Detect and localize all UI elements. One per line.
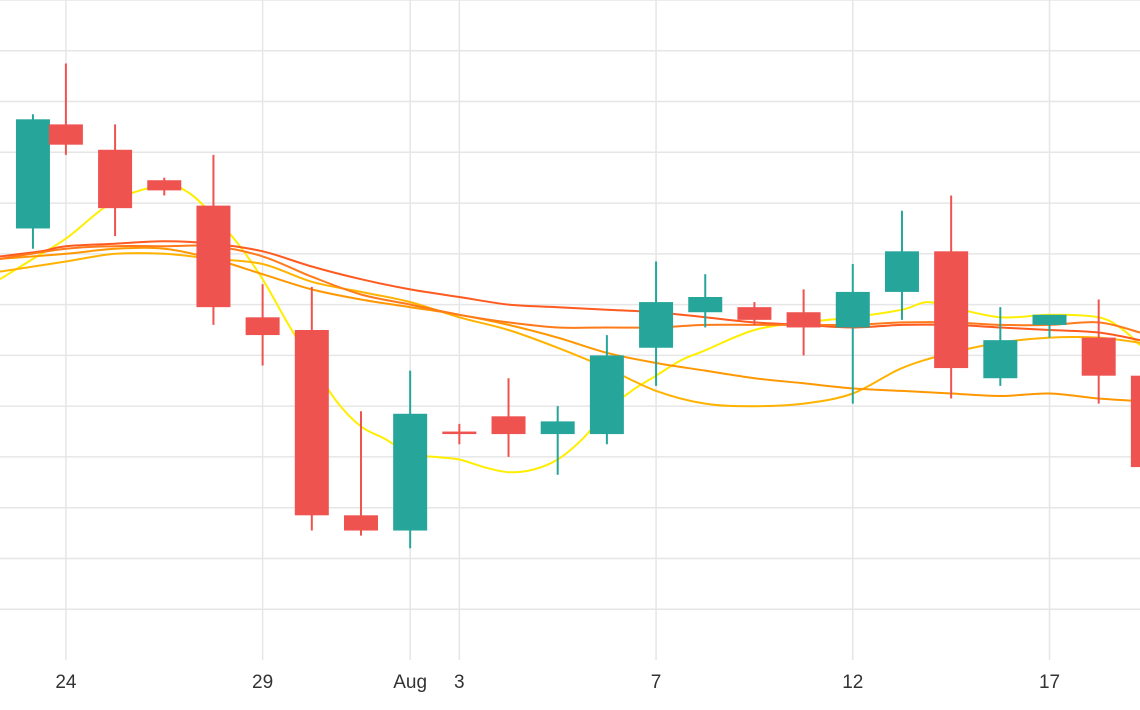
candle-body-6: [294, 330, 329, 516]
candle-6: [294, 286, 329, 531]
moving-average-line-2: [0, 246, 1140, 403]
x-tick-label-0: 24: [55, 672, 77, 693]
x-tick-label-5: 12: [842, 672, 863, 693]
candle-body-23: [1130, 375, 1140, 468]
candle-23: [1130, 375, 1140, 468]
candle-20: [983, 307, 1018, 386]
candle-22: [1081, 299, 1116, 404]
candle-body-22: [1081, 337, 1116, 376]
candle-body-9: [442, 431, 477, 435]
candles: [15, 63, 1140, 549]
candle-10: [491, 378, 526, 457]
candle-body-18: [884, 251, 919, 292]
candle-12: [589, 335, 624, 445]
candle-1: [48, 63, 83, 155]
candle-body-10: [491, 416, 526, 435]
candle-4: [196, 154, 231, 325]
x-tick-label-6: 17: [1039, 672, 1060, 693]
candle-14: [688, 274, 723, 328]
candle-21: [1032, 314, 1067, 338]
candle-body-15: [737, 307, 772, 320]
candle-body-14: [688, 297, 723, 313]
candle-17: [835, 264, 870, 404]
candle-body-17: [835, 291, 870, 328]
moving-average-line-1: [0, 252, 1140, 408]
candle-body-7: [343, 515, 378, 531]
candle-18: [884, 210, 919, 320]
candle-body-4: [196, 205, 231, 308]
candle-0: [15, 114, 50, 249]
candle-3: [147, 177, 182, 196]
candle-body-20: [983, 340, 1018, 379]
candle-19: [934, 195, 969, 399]
candle-body-13: [639, 302, 674, 348]
candle-body-21: [1032, 314, 1067, 325]
candle-2: [98, 124, 133, 237]
moving-average-line-4: [0, 244, 1140, 334]
candle-body-19: [934, 251, 969, 369]
candle-body-8: [393, 413, 428, 531]
candle-11: [540, 406, 575, 475]
x-tick-label-1: 29: [252, 672, 273, 693]
candle-body-11: [540, 421, 575, 435]
candle-9: [442, 423, 477, 445]
candle-body-2: [98, 149, 133, 209]
candle-body-5: [245, 317, 280, 336]
candle-13: [639, 261, 674, 386]
candle-15: [737, 302, 772, 325]
candle-body-1: [48, 124, 83, 145]
x-axis-ticks: 24 29 Aug 3 7 12 17: [55, 672, 1060, 693]
x-tick-label-3: 3: [454, 672, 465, 693]
candle-body-0: [15, 119, 50, 229]
candle-7: [343, 411, 378, 536]
x-tick-label-2: Aug: [393, 672, 427, 693]
candle-body-16: [786, 312, 821, 328]
candle-16: [786, 289, 821, 356]
candle-body-12: [589, 355, 624, 435]
moving-average-line-3: [0, 240, 1140, 342]
grid-layer: [0, 0, 1140, 660]
candle-5: [245, 284, 280, 366]
x-tick-label-4: 7: [651, 672, 662, 693]
candle-8: [393, 370, 428, 549]
candle-body-3: [147, 180, 182, 191]
